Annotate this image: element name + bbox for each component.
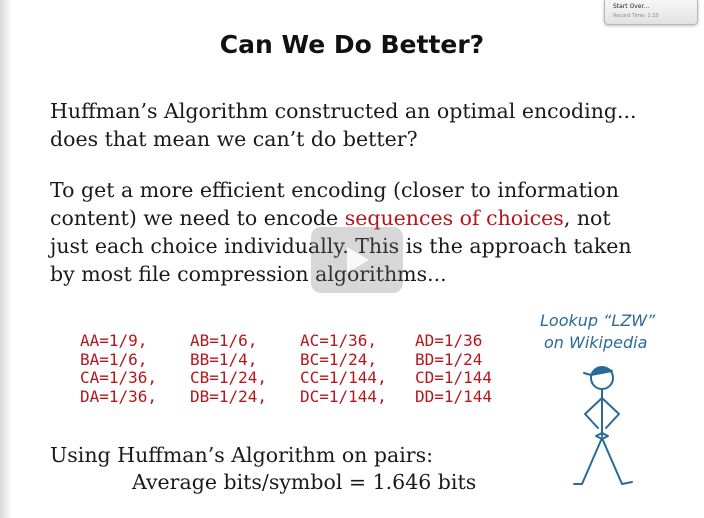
note-line-1: Lookup “LZW”	[540, 311, 656, 330]
lzw-note: Lookup “LZW” on Wikipedia	[540, 310, 655, 354]
probability-cell: CB=1/24,	[190, 368, 268, 387]
probability-cell: BA=1/6,	[80, 349, 148, 369]
paragraph-huffman: Huffman’s Algorithm constructed an optim…	[50, 99, 637, 151]
paragraph-efficient-encoding: To get a more efficient encoding (closer…	[50, 176, 650, 288]
paragraph-part-1: To get a more efficient encoding (closer…	[50, 178, 619, 230]
left-edge-shadow	[0, 0, 12, 518]
probability-cell: AB=1/6,	[190, 331, 258, 350]
probability-cell: AD=1/36	[415, 331, 483, 350]
probability-cell: AC=1/36,	[300, 331, 378, 350]
conclusion-line-1: Using Huffman’s Algorithm on pairs:	[50, 443, 434, 467]
play-icon	[347, 247, 369, 273]
probability-row: DA=1/36, DB=1/24, DC=1/144, DD=1/144	[80, 386, 525, 407]
probability-cell: BC=1/24,	[300, 349, 378, 369]
probability-cell: AA=1/9,	[80, 331, 148, 350]
probability-row: AA=1/9, AB=1/6, AC=1/36, AD=1/36	[80, 331, 525, 351]
probability-cell: DC=1/144,	[300, 386, 387, 406]
probability-cell: BB=1/4,	[190, 349, 258, 369]
highlight-sequences: sequences of choices	[344, 206, 564, 230]
slide-title: Can We Do Better?	[219, 30, 485, 59]
note-line-2: on Wikipedia	[544, 333, 648, 352]
probability-cell: CA=1/36,	[80, 368, 158, 387]
video-play-button[interactable]	[311, 227, 403, 293]
paragraph-part-2: , not just each choice individually. Thi…	[50, 206, 632, 286]
probability-cell: DD=1/144	[415, 386, 493, 406]
start-over-button[interactable]: Start Over...	[613, 3, 650, 10]
probability-cell: CC=1/144,	[300, 368, 387, 387]
stick-figure-icon	[573, 366, 633, 485]
record-time-label: Record Time: 1:33	[613, 13, 659, 19]
pair-probabilities-table: AA=1/9, AB=1/6, AC=1/36, AD=1/36 BA=1/6,…	[80, 331, 525, 407]
probability-cell: BD=1/24	[415, 349, 483, 369]
probability-cell: DB=1/24,	[190, 386, 268, 406]
probability-row: CA=1/36, CB=1/24, CC=1/144, CD=1/144	[80, 368, 525, 388]
probability-cell: CD=1/144	[415, 368, 493, 387]
probability-row: BA=1/6, BB=1/4, BC=1/24, BD=1/24	[80, 349, 525, 370]
recording-widget: Start Over... Record Time: 1:33	[604, 0, 698, 25]
conclusion-average-bits: Average bits/symbol = 1.646 bits	[132, 470, 477, 494]
probability-cell: DA=1/36,	[80, 386, 158, 406]
